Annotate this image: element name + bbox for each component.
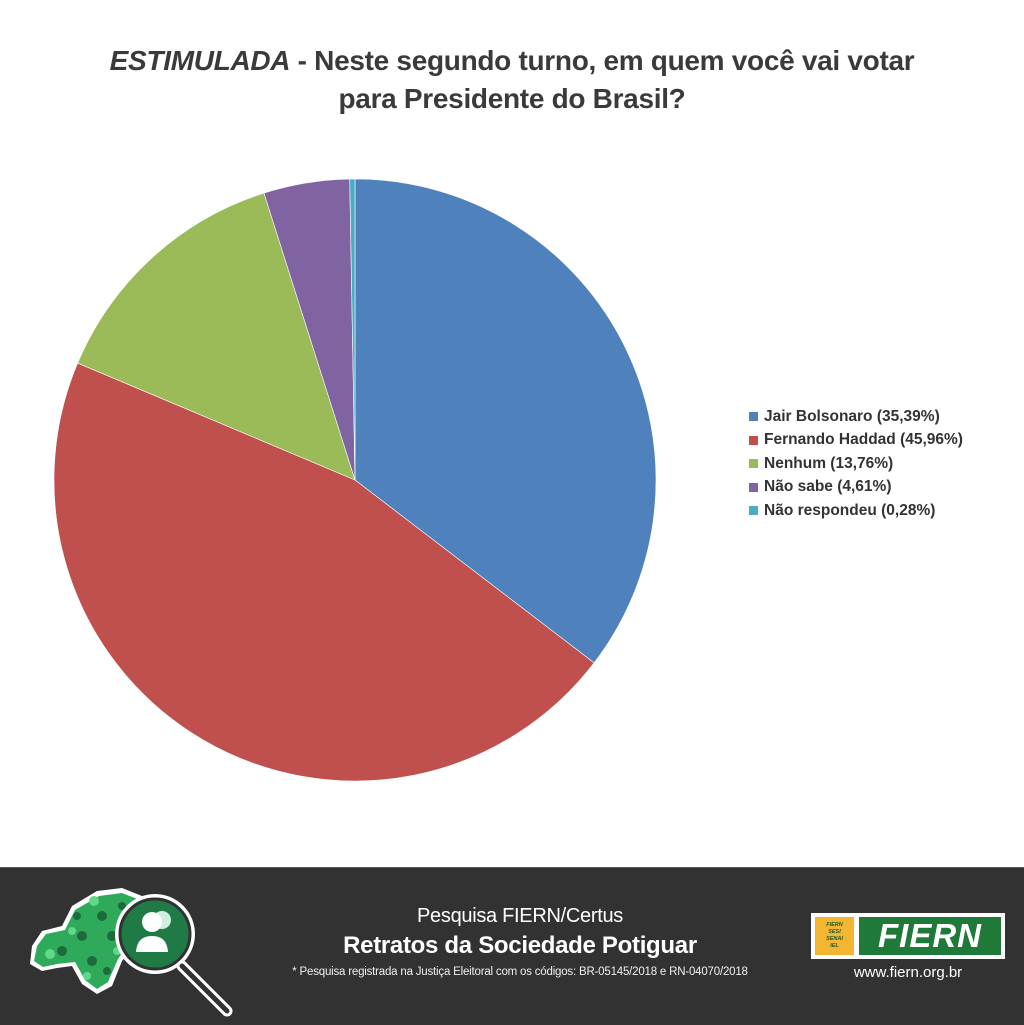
fiern-logo: FIERN SESI SENAI IEL FIERN [811,913,1005,959]
title-line-1-rest: - Neste segundo turno, em quem você vai … [290,45,915,76]
legend-item-nao-respondeu: Não respondeu (0,28%) [749,499,963,523]
legend-item-haddad: Fernando Haddad (45,96%) [749,429,963,453]
legend-label-bolsonaro: Jair Bolsonaro (35,39%) [764,407,940,425]
legend-swatch-nenhum [749,459,758,469]
footer-main-title: Retratos da Sociedade Potiguar [343,932,697,959]
pie-slice-haddad [53,362,595,782]
title-line-2: para Presidente do Brasil? [338,83,686,114]
footer-subtitle: Pesquisa FIERN/Certus [417,905,623,927]
legend-label-nao-sabe: Não sabe (4,61%) [764,478,892,496]
footer-registration-note: * Pesquisa registrada na Justiça Eleitor… [292,966,748,978]
logo-line-fiern: FIERN [826,922,843,928]
pie-chart [53,178,657,782]
title-emphasis: ESTIMULADA [109,45,291,76]
logo-line-iel: IEL [830,943,839,949]
title-line-1: ESTIMULADA - Neste segundo turno, em que… [0,42,1024,80]
chart-legend: Jair Bolsonaro (35,39%) Fernando Haddad … [749,405,963,523]
fiern-logo-wordmark: FIERN [859,917,1001,955]
pie-slice-bolsonaro [354,178,657,664]
legend-item-nao-sabe: Não sabe (4,61%) [749,476,963,500]
chart-title: ESTIMULADA - Neste segundo turno, em que… [0,42,1024,118]
footer-banner: Pesquisa FIERN/Certus Retratos da Socied… [0,867,1024,1025]
legend-label-haddad: Fernando Haddad (45,96%) [764,431,963,449]
pie-chart-svg [53,178,657,782]
legend-swatch-haddad [749,435,758,445]
legend-swatch-nao-respondeu [749,506,758,516]
legend-item-bolsonaro: Jair Bolsonaro (35,39%) [749,405,963,429]
logo-line-senai: SENAI [826,936,843,942]
pie-slice-nao-respondeu [349,178,356,481]
legend-label-nenhum: Nenhum (13,76%) [764,454,894,472]
pie-slice-nenhum [77,192,356,481]
legend-label-nao-respondeu: Não respondeu (0,28%) [764,501,936,519]
legend-item-nenhum: Nenhum (13,76%) [749,452,963,476]
fiern-logo-badge: FIERN SESI SENAI IEL [815,917,854,955]
legend-swatch-nao-sabe [749,482,758,492]
legend-swatch-bolsonaro [749,412,758,422]
footer-text-block: Pesquisa FIERN/Certus Retratos da Socied… [250,902,790,982]
logo-line-sesi: SESI [828,929,841,935]
fiern-website-link[interactable]: www.fiern.org.br [853,964,963,981]
map-magnifier-icon [30,888,233,1017]
